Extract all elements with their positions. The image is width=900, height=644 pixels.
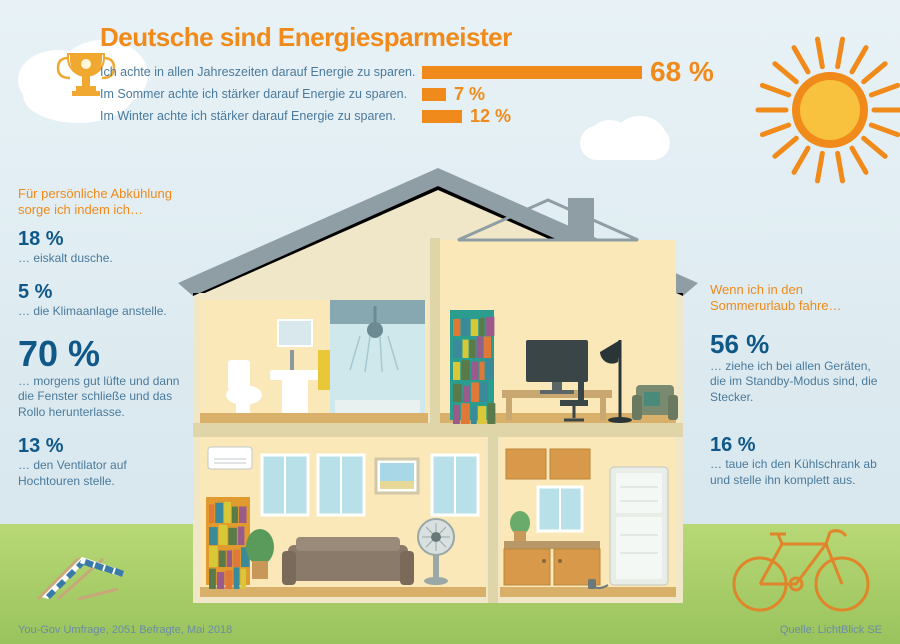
left-heading: Für persönliche Abkühlung sorge ich inde… <box>18 186 183 219</box>
survey-bar <box>422 110 462 123</box>
stat-block: 16 %… taue ich den Kühl­schrank ab und s… <box>710 435 882 488</box>
survey-label: Im Sommer achte ich stärker darauf Energ… <box>100 87 422 101</box>
stat-percent: 13 % <box>18 436 183 456</box>
right-stats-column: Wenn ich in den Sommerurlaub fahre… 56 %… <box>710 282 882 504</box>
sun-icon <box>740 20 900 200</box>
survey-row: Im Winter achte ich stärker darauf Energ… <box>100 107 750 125</box>
survey-label: Im Winter achte ich stärker darauf Energ… <box>100 109 422 123</box>
stat-text: … morgens gut lüfte und dann die Fenster… <box>18 374 183 421</box>
stat-percent: 16 % <box>710 435 882 455</box>
footer-source-right: Quelle: LichtBlick SE <box>780 624 882 636</box>
deckchair-icon <box>28 519 138 609</box>
cloud-icon <box>580 126 670 160</box>
bicycle-icon <box>726 514 876 614</box>
survey-value: 12 % <box>470 106 511 127</box>
stat-percent: 56 % <box>710 331 882 357</box>
survey-value: 68 % <box>650 56 714 88</box>
survey-row: Ich achte in allen Jahreszeiten darauf E… <box>100 63 750 81</box>
stat-text: … die Klimaanlage anstelle. <box>18 304 183 320</box>
stat-text: … taue ich den Kühl­schrank ab und stell… <box>710 457 882 488</box>
page-title: Deutsche sind Energiesparmeister <box>100 22 750 53</box>
stat-block: 13 %… den Ventilator auf Hochtouren stel… <box>18 436 183 489</box>
survey-value: 7 % <box>454 84 485 105</box>
stat-text: … ziehe ich bei allen Geräten, die im St… <box>710 359 882 406</box>
stat-percent: 70 % <box>18 336 183 372</box>
stat-text: … den Ventilator auf Hochtouren stelle. <box>18 458 183 489</box>
stat-block: 18 % … eiskalt dusche. <box>18 229 183 267</box>
stat-block: 5 % … die Klimaanlage anstelle. <box>18 282 183 320</box>
survey-bar <box>422 88 446 101</box>
header: Deutsche sind Energiesparmeister Ich ach… <box>100 22 750 129</box>
house-illustration <box>178 168 698 603</box>
right-heading: Wenn ich in den Sommerurlaub fahre… <box>710 282 882 315</box>
stat-percent: 5 % <box>18 282 183 302</box>
survey-label: Ich achte in allen Jahreszeiten darauf E… <box>100 65 422 79</box>
stat-text: … eiskalt dusche. <box>18 251 183 267</box>
stat-block: 70 %… morgens gut lüfte und dann die Fen… <box>18 336 183 421</box>
stat-block: 56 %… ziehe ich bei allen Geräten, die i… <box>710 331 882 406</box>
survey-bar <box>422 66 642 79</box>
footer-source-left: You-Gov Umfrage, 2051 Befragte, Mai 2018 <box>18 624 232 636</box>
left-stats-column: Für persönliche Abkühlung sorge ich inde… <box>18 186 183 506</box>
stat-percent: 18 % <box>18 229 183 249</box>
